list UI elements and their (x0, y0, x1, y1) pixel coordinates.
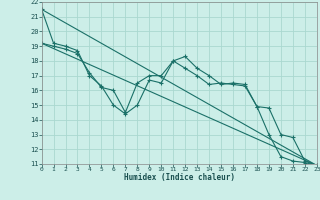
X-axis label: Humidex (Indice chaleur): Humidex (Indice chaleur) (124, 173, 235, 182)
